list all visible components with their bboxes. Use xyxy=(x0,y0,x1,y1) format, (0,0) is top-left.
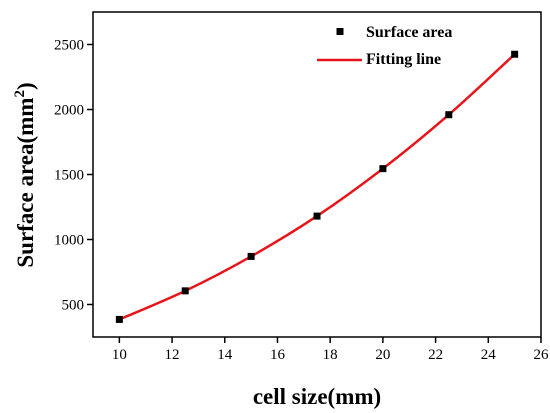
x-tick-label: 20 xyxy=(375,347,390,363)
surface-area-point xyxy=(379,165,387,173)
x-tick-label: 10 xyxy=(112,347,127,363)
y-tick-label: 1000 xyxy=(54,233,84,249)
y-axis-title-superscript: 2 xyxy=(12,90,28,98)
y-tick-label: 2500 xyxy=(54,38,84,54)
x-tick-label: 14 xyxy=(217,347,233,363)
x-tick-label: 12 xyxy=(165,347,180,363)
surface-area-point xyxy=(115,315,123,323)
y-axis: 500 1000 1500 2000 2500 xyxy=(54,38,93,314)
x-tick-label: 16 xyxy=(270,347,286,363)
surface-area-point xyxy=(511,50,519,58)
x-tick-label: 24 xyxy=(481,347,497,363)
x-axis-title: cell size(mm) xyxy=(253,384,381,409)
y-tick-label: 1500 xyxy=(54,168,84,184)
legend-label-fitting-line: Fitting line xyxy=(366,51,441,68)
y-axis-title: Surface area(mm2) xyxy=(12,82,38,267)
surface-area-point xyxy=(445,111,453,119)
y-axis-title-close: ) xyxy=(13,82,38,90)
surface-area-point xyxy=(247,252,255,260)
x-tick-label: 26 xyxy=(534,347,550,363)
x-tick-label: 18 xyxy=(323,347,338,363)
surface-area-point xyxy=(313,212,321,220)
y-axis-title-main: Surface area(mm xyxy=(13,98,38,268)
y-tick-label: 2000 xyxy=(54,103,84,119)
legend-label-surface-area: Surface area xyxy=(366,24,452,41)
surface-area-point xyxy=(181,287,189,295)
fitting-line xyxy=(118,53,516,321)
x-axis: 10 12 14 16 18 20 22 24 26 xyxy=(112,337,549,363)
y-tick-label: 500 xyxy=(62,298,85,314)
legend-marker-surface-area xyxy=(336,28,344,35)
x-tick-label: 22 xyxy=(428,347,443,363)
legend: Surface area Fitting line xyxy=(317,24,452,68)
series-layer xyxy=(115,50,519,323)
